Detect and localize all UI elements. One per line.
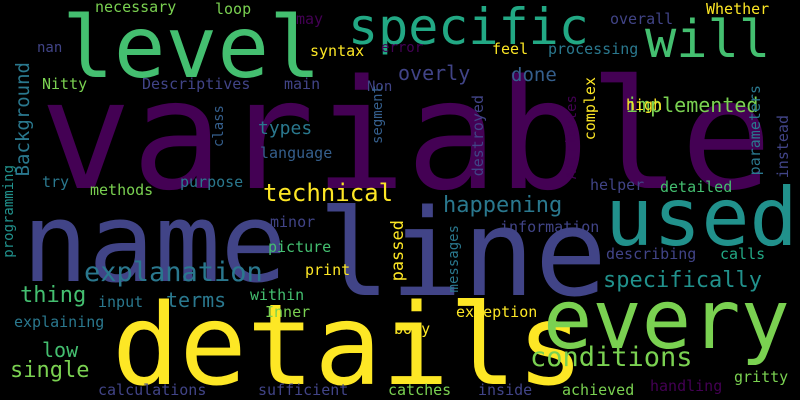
word-inside: inside	[478, 381, 533, 399]
word-helper: helper	[590, 176, 645, 194]
word-class: class	[211, 105, 227, 148]
word-will: will	[645, 10, 771, 70]
word-may: may	[296, 10, 324, 28]
word-exception: exception	[456, 303, 538, 321]
word-Whether: Whether	[706, 0, 770, 18]
word-technical: technical	[263, 179, 394, 207]
word-programming: programming	[1, 165, 17, 258]
word-thing: thing	[20, 283, 87, 308]
word-implemented: implemented	[626, 93, 759, 117]
word-try: try	[42, 173, 70, 191]
word-sufficient: sufficient	[258, 381, 349, 399]
word-picture: picture	[268, 238, 332, 256]
word-language: language	[260, 144, 333, 162]
word-processing: processing	[548, 40, 639, 58]
word-Inner: Inner	[265, 303, 311, 321]
word-methods: methods	[90, 181, 154, 199]
word-level: level	[62, 0, 321, 98]
word-nan: nan	[37, 40, 63, 56]
word-specific: specific	[348, 0, 589, 56]
word-necessary: necessary	[95, 0, 177, 16]
word-within: within	[250, 286, 305, 304]
word-main: main	[284, 75, 321, 93]
word-complex: complex	[581, 77, 599, 141]
word-name: name	[22, 179, 287, 307]
word-Descriptives: Descriptives	[142, 75, 251, 93]
word-minor: minor	[270, 213, 316, 231]
word-Non: Non	[367, 79, 393, 95]
word-overall: overall	[610, 10, 674, 28]
word-handling: handling	[650, 377, 723, 395]
word-body: body	[394, 320, 431, 338]
word-gritty: gritty	[734, 368, 789, 386]
word-detailed: detailed	[660, 178, 733, 196]
word-calculations: calculations	[98, 381, 207, 399]
word-explaining: explaining	[14, 313, 105, 331]
word-variable: variable	[40, 47, 773, 224]
word-Nitty: Nitty	[42, 75, 88, 93]
word-types: types	[258, 118, 313, 139]
word-parameters: parameters	[746, 85, 764, 176]
word-loop: loop	[215, 0, 252, 18]
word-every: every	[543, 273, 790, 368]
word-describing: describing	[606, 245, 697, 263]
word-details: details	[112, 281, 585, 400]
word-explanation: explanation	[84, 257, 263, 288]
word-line: line	[318, 185, 607, 324]
word-achieved: achieved	[562, 381, 635, 399]
word-information: information	[500, 218, 600, 236]
word-overly: overly	[398, 61, 471, 85]
word-specifically: specifically	[603, 268, 762, 293]
word-instead: instead	[774, 115, 792, 179]
word-happening: happening	[443, 193, 563, 218]
word-used: used	[605, 171, 798, 264]
word-feel: feel	[492, 40, 529, 58]
word-passed: passed	[388, 220, 408, 282]
word-done: done	[511, 64, 557, 86]
word-segment: segment	[370, 85, 386, 145]
word-error: error	[381, 40, 424, 56]
word-catches: catches	[388, 381, 452, 399]
word-destroyed: destroyed	[469, 95, 487, 177]
word-single: single	[10, 358, 90, 383]
word-Background: Background	[12, 62, 34, 177]
word-messages: messages	[446, 225, 462, 293]
word-Attributes: Attributes	[564, 95, 580, 180]
word-terms: terms	[166, 288, 227, 312]
word-print: print	[305, 261, 351, 279]
word-high: high	[626, 96, 663, 114]
word-syntax: syntax	[310, 42, 365, 60]
word-purpose: purpose	[180, 173, 244, 191]
word-input: input	[98, 293, 144, 311]
word-low: low	[42, 338, 79, 362]
word-conditions: conditions	[530, 342, 693, 373]
word-calls: calls	[720, 245, 766, 263]
